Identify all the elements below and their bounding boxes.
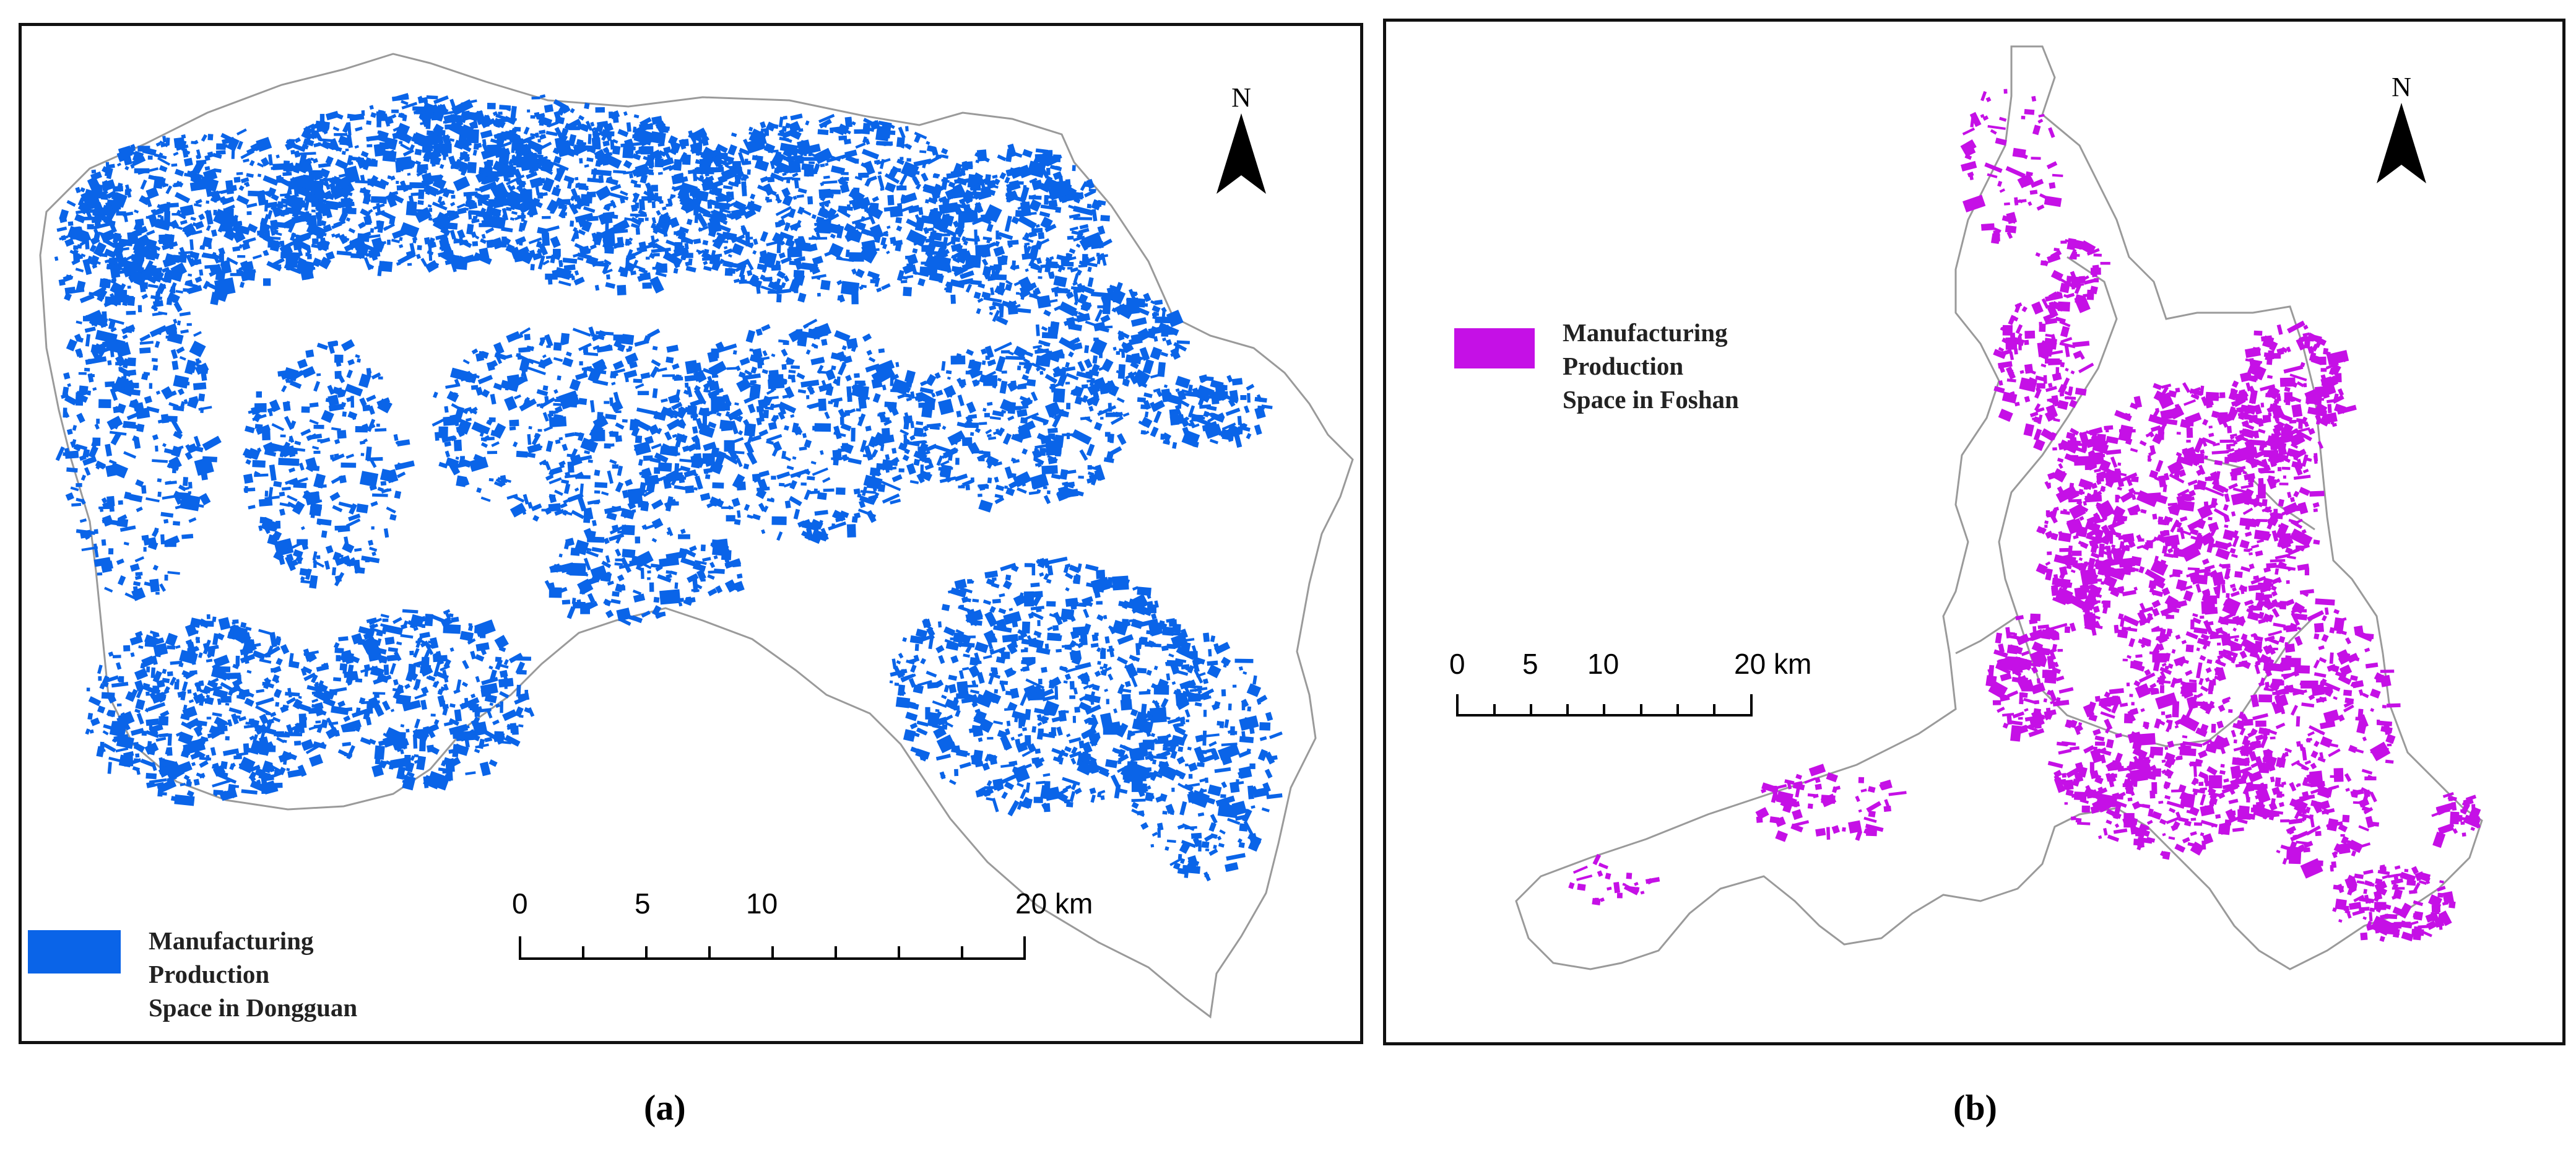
scale-bar: 0 5 10 20 km	[1442, 647, 1813, 771]
legend: Manufacturing Production Space in Donggu…	[22, 918, 455, 1041]
map-panel-foshan: N Manufacturing Production Space in Fosh…	[1383, 19, 2565, 1045]
legend-swatch-manufacturing	[28, 930, 121, 974]
scale-bar: 0 5 10 20 km	[505, 887, 1124, 1011]
scale-tick-0: 0	[1449, 648, 1465, 680]
dongguan-boundary	[39, 53, 1354, 1019]
north-arrow-icon	[2377, 103, 2426, 183]
scale-bar-line	[1456, 694, 1753, 717]
manufacturing-patches-foshan	[1568, 89, 2481, 943]
legend-swatch-manufacturing	[1454, 328, 1535, 368]
legend: Manufacturing Production Space in Foshan	[1454, 297, 1888, 421]
dongguan-map	[39, 53, 1354, 1019]
scale-tick-5: 5	[635, 887, 651, 920]
map-panel-dongguan: N Manufacturing Production Space in Dong…	[19, 23, 1363, 1044]
scale-tick-20: 20 km	[1734, 648, 1812, 680]
caption-b: (b)	[1953, 1087, 1997, 1128]
north-arrow-icon	[1216, 113, 1266, 194]
manufacturing-patches-dongguan	[54, 93, 1283, 882]
scale-tick-10: 10	[1587, 648, 1620, 680]
scale-bar-line	[519, 936, 1026, 960]
foshan-boundary	[1515, 45, 2483, 970]
scale-tick-0: 0	[512, 887, 528, 920]
legend-label: Manufacturing Production Space in Donggu…	[149, 926, 358, 1022]
foshan-map	[1515, 45, 2483, 970]
north-label: N	[1231, 82, 1251, 113]
north-label: N	[2392, 72, 2411, 102]
caption-a: (a)	[644, 1087, 686, 1128]
north-arrow: N	[2370, 71, 2432, 186]
legend-label: Manufacturing Production Space in Foshan	[1563, 318, 1739, 414]
scale-tick-10: 10	[746, 887, 778, 920]
north-arrow: N	[1210, 82, 1272, 197]
scale-tick-5: 5	[1522, 648, 1538, 680]
scale-tick-20: 20 km	[1015, 887, 1093, 920]
